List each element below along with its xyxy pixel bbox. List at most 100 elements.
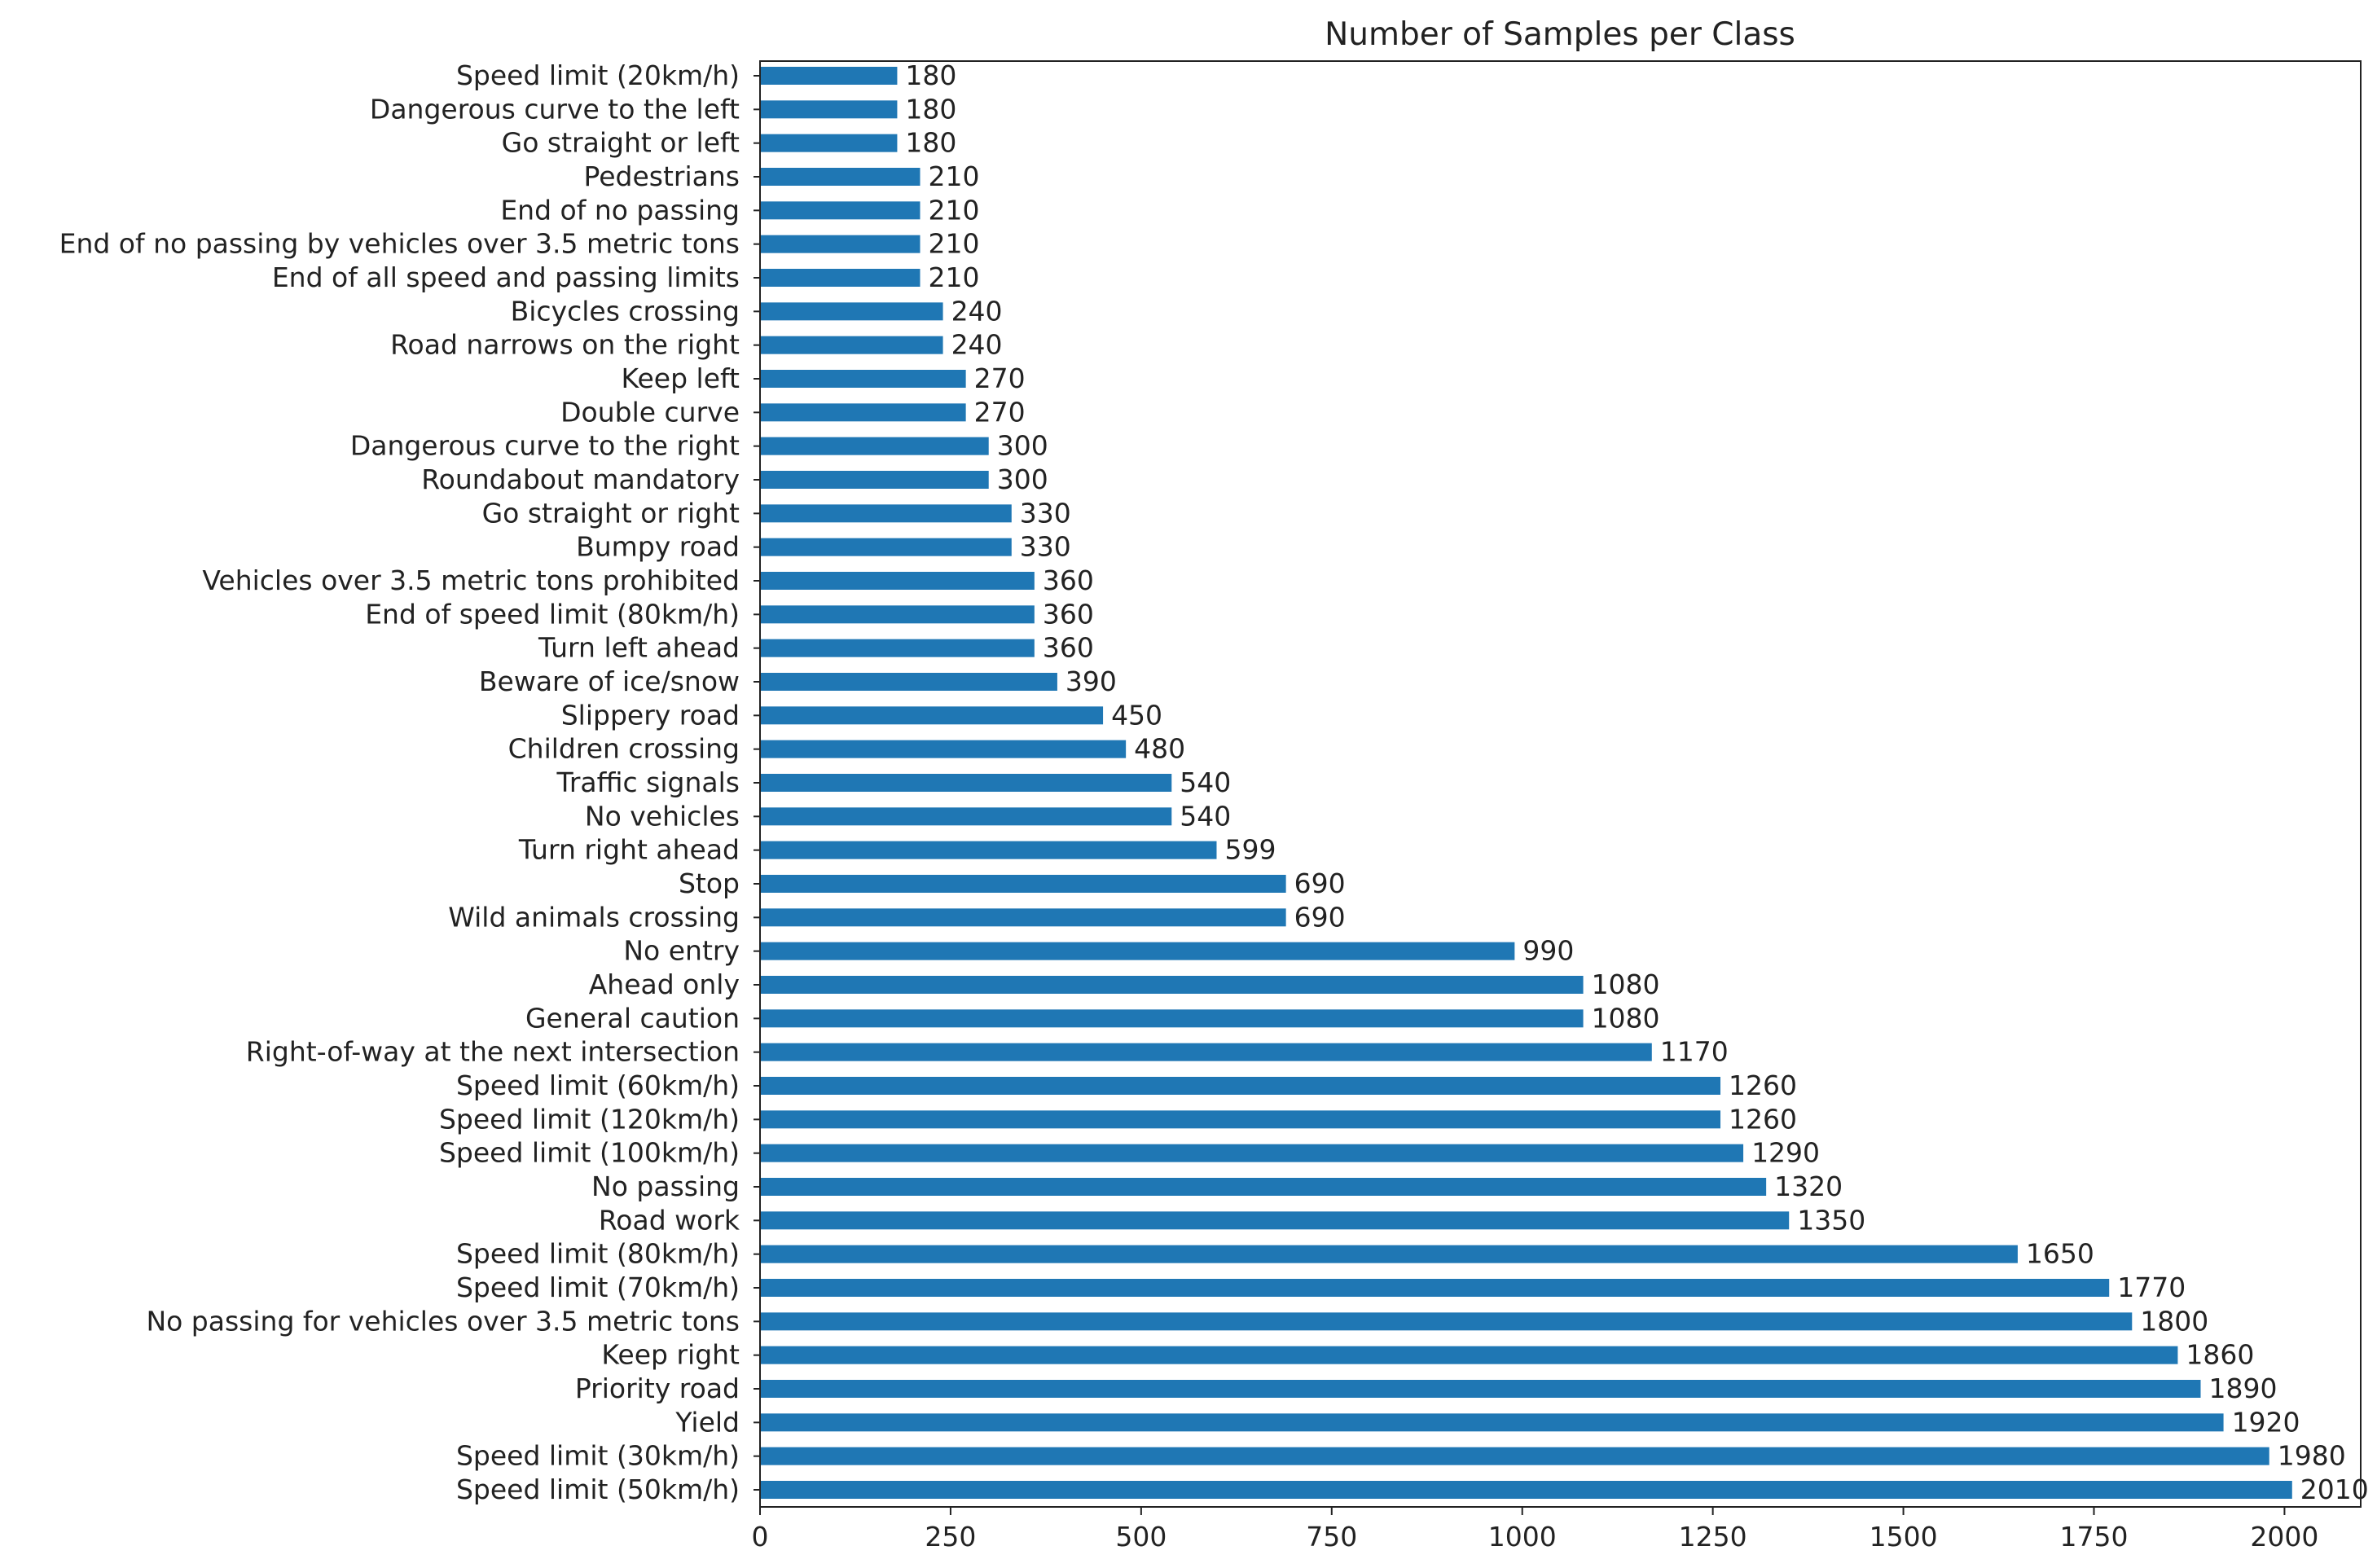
category-label: Speed limit (20km/h) [456, 59, 740, 91]
bar [760, 1380, 2201, 1398]
category-label: Stop [679, 867, 740, 899]
bar [760, 841, 1217, 859]
bar [760, 740, 1127, 758]
value-label: 240 [951, 329, 1003, 361]
value-label: 1170 [1660, 1036, 1729, 1068]
category-label: Slippery road [561, 699, 740, 731]
category-label: No vehicles [585, 800, 740, 832]
bar [760, 1413, 2224, 1432]
x-tick-label: 1000 [1488, 1521, 1557, 1553]
bar [760, 1447, 2269, 1465]
value-label: 210 [929, 261, 980, 293]
bar [760, 1178, 1767, 1196]
value-label: 1080 [1592, 1002, 1660, 1034]
category-label: Speed limit (60km/h) [456, 1069, 740, 1101]
value-label: 300 [997, 463, 1048, 495]
bar [760, 1312, 2133, 1331]
value-label: 360 [1043, 632, 1094, 664]
category-label: Go straight or left [502, 127, 740, 159]
value-label: 599 [1224, 834, 1276, 866]
value-label: 540 [1180, 766, 1231, 798]
value-label: 1800 [2140, 1305, 2208, 1337]
category-label: Road work [599, 1204, 740, 1236]
value-label: 360 [1043, 598, 1094, 630]
value-label: 270 [974, 362, 1026, 394]
bar [760, 976, 1584, 994]
value-label: 330 [1020, 531, 1071, 563]
x-tick-label: 1750 [2060, 1521, 2129, 1553]
bar [760, 807, 1172, 826]
value-label: 1320 [1774, 1171, 1843, 1202]
category-label: Speed limit (80km/h) [456, 1238, 740, 1270]
bar [760, 908, 1286, 927]
x-tick-label: 0 [752, 1521, 769, 1553]
category-label: Yield [674, 1406, 740, 1438]
category-label: No passing for vehicles over 3.5 metric … [146, 1305, 740, 1337]
category-label: No entry [623, 935, 740, 967]
value-label: 1290 [1751, 1137, 1820, 1169]
value-label: 360 [1043, 564, 1094, 596]
bar [760, 605, 1035, 624]
value-label: 1980 [2278, 1440, 2346, 1472]
value-label: 210 [929, 228, 980, 260]
category-label: Speed limit (70km/h) [456, 1272, 740, 1303]
bar [760, 67, 898, 85]
category-label: Bicycles crossing [511, 295, 740, 327]
value-label: 300 [997, 430, 1048, 462]
category-label: Dangerous curve to the right [350, 430, 740, 462]
value-label: 210 [929, 194, 980, 226]
bar [760, 1481, 2292, 1499]
category-label: Dangerous curve to the left [370, 93, 740, 125]
x-axis: 0 250 500 750 1000 1250 1500 1750 2000 [752, 1507, 2318, 1553]
bar [760, 942, 1515, 960]
bar [760, 875, 1286, 893]
value-label: 540 [1180, 800, 1231, 832]
value-label: 1860 [2186, 1339, 2254, 1371]
plot-frame [759, 60, 2362, 1508]
bar [760, 706, 1104, 725]
x-tick-label: 500 [1115, 1521, 1167, 1553]
category-label: Speed limit (120km/h) [439, 1103, 740, 1135]
category-label: End of no passing by vehicles over 3.5 m… [59, 228, 740, 260]
category-label: Traffic signals [556, 766, 740, 798]
category-label: End of speed limit (80km/h) [365, 598, 740, 630]
value-label: 180 [905, 93, 956, 125]
category-label: Speed limit (30km/h) [456, 1440, 740, 1472]
category-label: Priority road [575, 1373, 740, 1404]
value-label: 180 [905, 59, 956, 91]
x-tick-label: 1500 [1870, 1521, 1938, 1553]
bar [760, 1043, 1652, 1061]
labels-layer: 180 Speed limit (20km/h) 180 Dangerous curv… [59, 59, 2369, 1505]
bar [760, 471, 989, 489]
bar [760, 1009, 1584, 1028]
bar [760, 437, 989, 455]
category-label: Beware of ice/snow [479, 665, 740, 697]
value-label: 1080 [1592, 968, 1660, 1000]
category-label: Road narrows on the right [390, 329, 740, 361]
bar [760, 134, 898, 152]
value-label: 180 [905, 127, 956, 159]
category-label: Vehicles over 3.5 metric tons prohibited [202, 564, 740, 596]
bar [760, 1077, 1720, 1095]
value-label: 330 [1020, 497, 1071, 529]
bar [760, 673, 1057, 691]
bar [760, 572, 1035, 590]
value-label: 1650 [2026, 1238, 2094, 1270]
category-label: Right-of-way at the next intersection [246, 1036, 740, 1068]
category-label: Turn right ahead [518, 834, 740, 866]
bar [760, 639, 1035, 657]
category-label: Bumpy road [576, 531, 740, 563]
value-label: 480 [1134, 733, 1185, 765]
value-label: 1920 [2232, 1406, 2300, 1438]
category-label: Wild animals crossing [448, 901, 740, 933]
category-label: Pedestrians [584, 160, 740, 192]
x-tick-label: 1250 [1679, 1521, 1747, 1553]
category-label: Keep left [622, 362, 740, 394]
category-label: Ahead only [589, 968, 740, 1000]
category-label: No passing [591, 1171, 740, 1202]
value-label: 1260 [1729, 1069, 1797, 1101]
bar [760, 1110, 1720, 1129]
value-label: 1350 [1797, 1204, 1865, 1236]
value-label: 450 [1111, 699, 1162, 731]
bar [760, 168, 920, 186]
